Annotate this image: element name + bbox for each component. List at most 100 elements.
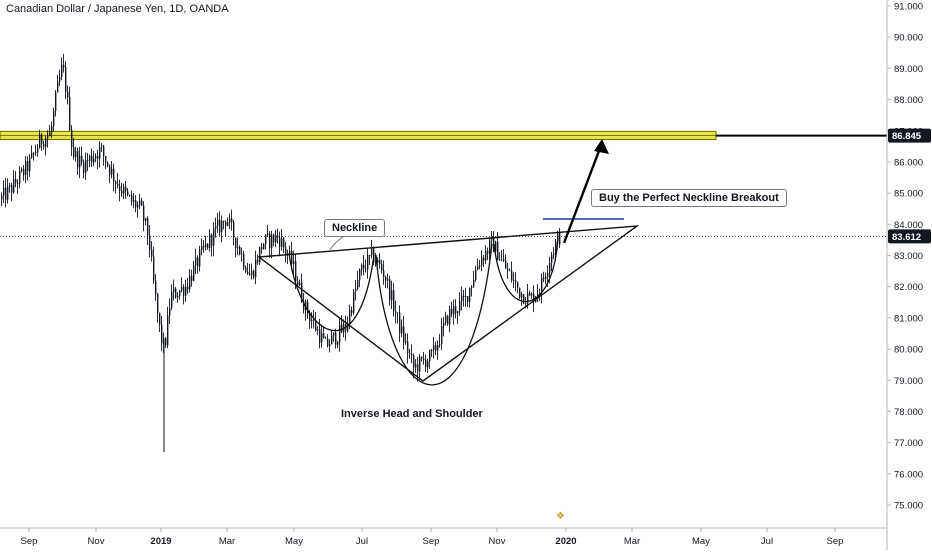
candle-body: [435, 345, 437, 351]
candle-body: [115, 181, 117, 184]
candle-body: [237, 246, 239, 249]
candle-body: [327, 338, 329, 347]
candle-body: [23, 169, 25, 176]
candle-body: [289, 250, 291, 256]
candle-body: [475, 269, 477, 280]
candle-body: [39, 134, 41, 149]
candle-body: [167, 315, 169, 346]
candle-body: [447, 315, 449, 325]
candle-body: [331, 335, 333, 345]
candle-body: [375, 262, 377, 264]
x-tick-label: Jul: [761, 536, 773, 547]
candle-body: [127, 191, 129, 195]
candle-body: [555, 241, 557, 254]
candle-body: [29, 157, 31, 172]
candle-body: [357, 280, 359, 289]
candle-body: [49, 132, 51, 137]
candle-body: [501, 258, 503, 260]
candle-body: [31, 152, 33, 158]
candle-body: [81, 155, 83, 163]
candle-body: [161, 324, 163, 344]
candle-body: [123, 186, 125, 194]
candle-body: [5, 187, 7, 200]
candle-body: [409, 353, 411, 355]
candle-body: [107, 162, 109, 166]
x-tick-label: May: [692, 536, 710, 547]
candle-body: [159, 312, 161, 325]
candle-body: [139, 200, 141, 205]
candle-body: [515, 280, 517, 282]
y-tick-label: 76.000: [894, 469, 923, 480]
y-tick-label: 83.000: [894, 251, 923, 262]
candle-body: [299, 282, 301, 286]
candle-body: [429, 350, 431, 362]
candle-body: [59, 76, 61, 82]
candle-body: [199, 250, 201, 267]
candle-body: [229, 218, 231, 223]
candle-body: [321, 333, 323, 343]
candle-body: [99, 146, 101, 159]
candle-body: [505, 260, 507, 269]
candle-body: [183, 287, 185, 296]
candle-body: [53, 110, 55, 127]
candle-body: [359, 269, 361, 281]
candle-body: [385, 276, 387, 281]
candle-body: [259, 246, 261, 263]
candle-body: [157, 293, 159, 313]
candle-body: [245, 267, 247, 273]
candle-body: [303, 301, 305, 311]
x-tick-label: Sep: [21, 536, 38, 547]
candle-body: [325, 338, 327, 339]
price-label-text: 83.612: [892, 232, 921, 243]
candle-body: [67, 91, 69, 97]
candle-body: [155, 280, 157, 294]
candle-body: [207, 243, 209, 248]
candle-body: [393, 290, 395, 312]
candle-body: [121, 190, 123, 194]
candle-body: [465, 296, 467, 298]
candle-body: [57, 81, 59, 93]
candle-body: [221, 220, 223, 233]
y-tick-label: 80.000: [894, 345, 923, 356]
candle-body: [517, 281, 519, 288]
candle-body: [311, 320, 313, 322]
candle-body: [355, 288, 357, 292]
candle-body: [91, 155, 93, 163]
breakout-label: Buy the Perfect Neckline Breakout: [591, 189, 787, 207]
candle-body: [25, 161, 27, 176]
candle-body: [511, 270, 513, 281]
candle-body: [255, 259, 257, 278]
candle-body: [487, 250, 489, 254]
candle-body: [367, 255, 369, 270]
candle-body: [19, 170, 21, 184]
candle-body: [205, 243, 207, 248]
candle-body: [547, 272, 549, 278]
candle-body: [485, 250, 487, 261]
y-tick-label: 88.000: [894, 95, 923, 106]
candle-body: [509, 269, 511, 271]
candle-body: [47, 136, 49, 139]
candle-body: [11, 184, 13, 193]
candle-body: [469, 287, 471, 302]
candle-body: [75, 151, 77, 158]
candle-body: [1, 195, 3, 200]
candle-body: [279, 237, 281, 247]
candle-body: [553, 253, 555, 256]
candle-body: [241, 253, 243, 255]
candle-body: [403, 326, 405, 343]
chart-title: Canadian Dollar / Japanese Yen, 1D, OAND…: [6, 3, 229, 15]
candle-body: [45, 138, 47, 147]
candle-body: [443, 322, 445, 326]
candle-body: [427, 361, 429, 368]
candle-body: [33, 152, 35, 154]
candle-body: [65, 67, 67, 92]
neckline-label: Neckline: [324, 219, 386, 237]
candle-body: [97, 155, 99, 159]
candle-body: [491, 236, 493, 241]
candle-body: [513, 280, 515, 281]
candle-body: [363, 264, 365, 269]
candle-body: [395, 311, 397, 314]
candle-body: [41, 134, 43, 144]
candle-body: [531, 293, 533, 296]
